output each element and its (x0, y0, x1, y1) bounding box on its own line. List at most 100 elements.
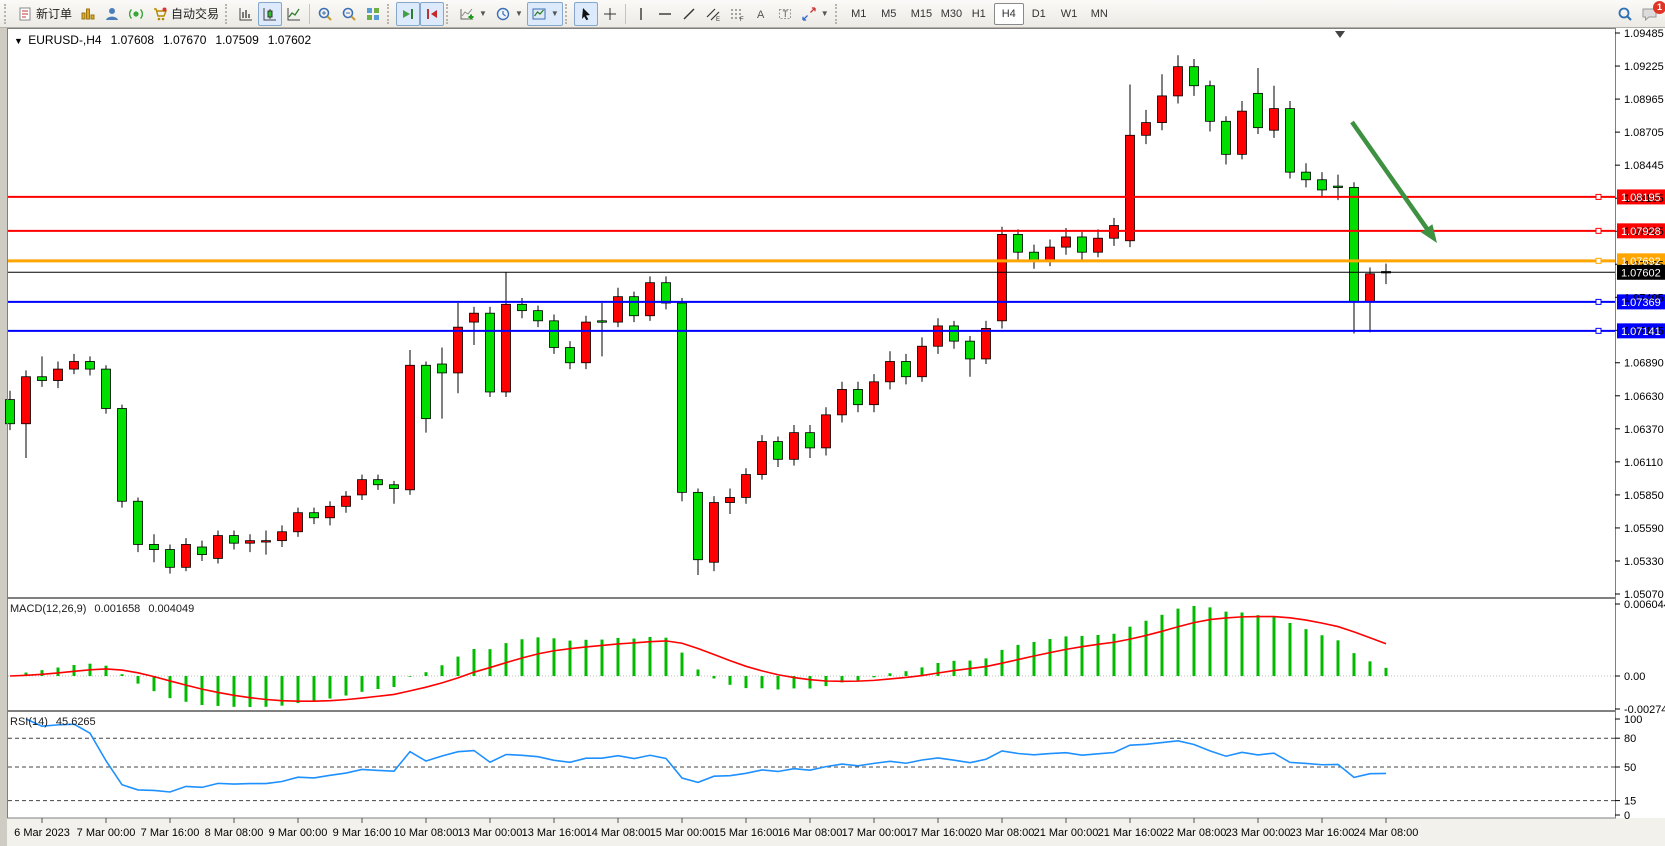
timeframe-m30[interactable]: M30 (934, 3, 964, 25)
svg-text:1.06890: 1.06890 (1624, 358, 1664, 370)
horizontal-line-button[interactable] (653, 2, 677, 26)
svg-text:1.05590: 1.05590 (1624, 523, 1664, 535)
signals-button[interactable] (124, 2, 148, 26)
timeframe-m15[interactable]: M15 (904, 3, 934, 25)
svg-text:24 Mar 08:00: 24 Mar 08:00 (1354, 827, 1419, 839)
chart-shift-button[interactable] (420, 1, 445, 26)
notifications-button[interactable]: 1 (1637, 0, 1665, 26)
down-arrow-annotation (1350, 120, 1431, 233)
chart-canvas[interactable]: 1.09485 1.09225 1.08965 1.08705 1.08445 1.081… (0, 28, 1665, 846)
timeframe-mn[interactable]: MN (1084, 3, 1114, 25)
zoom-out-button[interactable] (337, 2, 361, 26)
svg-text:0.00: 0.00 (1624, 671, 1645, 683)
toolbar-grip[interactable] (446, 3, 451, 24)
ohlc-close: 1.07602 (267, 33, 312, 47)
add-indicator-button[interactable]: ▼ (455, 2, 491, 26)
profile-button[interactable] (100, 2, 124, 26)
rsi-line (25, 718, 1387, 793)
bar-chart-button[interactable] (234, 2, 258, 26)
svg-text:14 Mar 08:00: 14 Mar 08:00 (586, 827, 651, 839)
template-icon (531, 6, 547, 22)
charts-icon (80, 6, 96, 22)
svg-text:7 Mar 00:00: 7 Mar 00:00 (77, 827, 136, 839)
line-chart-button[interactable] (282, 2, 306, 26)
svg-text:1.07405: 1.07405 (1624, 292, 1664, 304)
toolbar-grip[interactable] (834, 3, 840, 24)
toolbar-grip[interactable] (564, 3, 570, 24)
chart-shift-marker (1335, 31, 1345, 38)
fibonacci-icon: F (729, 6, 745, 22)
svg-text:T: T (782, 9, 788, 19)
zoom-in-button[interactable] (313, 2, 337, 26)
macd-histogram (24, 606, 1388, 707)
svg-text:1.07602: 1.07602 (1621, 267, 1661, 279)
svg-text:13 Mar 16:00: 13 Mar 16:00 (522, 827, 587, 839)
text-label-button[interactable]: T (773, 2, 797, 26)
svg-text:F: F (740, 17, 744, 22)
svg-text:8 Mar 08:00: 8 Mar 08:00 (205, 827, 264, 839)
svg-text:0.006044: 0.006044 (1624, 599, 1665, 611)
svg-text:E: E (716, 17, 720, 22)
autotrading-button[interactable]: 自动交易 (148, 2, 223, 26)
search-icon (1617, 6, 1633, 22)
hline-handle (1595, 227, 1602, 234)
toolbar: 新订单 自动交易 (0, 0, 1665, 28)
toolbar-grip[interactable] (4, 3, 9, 24)
ohlc-low: 1.07509 (215, 33, 259, 47)
cursor-button[interactable] (573, 1, 598, 26)
zoom-in-icon (317, 6, 333, 22)
candlestick-chart-icon (262, 6, 278, 22)
svg-text:15 Mar 00:00: 15 Mar 00:00 (650, 827, 715, 839)
templates-button[interactable]: ▼ (526, 1, 563, 26)
new-order-button[interactable]: 新订单 (13, 2, 76, 26)
timeframe-m5[interactable]: M5 (874, 3, 904, 25)
macd-label: MACD(12,26,9) 0.001658 0.004049 (10, 603, 194, 615)
svg-text:17 Mar 00:00: 17 Mar 00:00 (842, 827, 907, 839)
tile-windows-button[interactable] (361, 2, 385, 26)
svg-text:9 Mar 00:00: 9 Mar 00:00 (269, 827, 328, 839)
periods-button[interactable]: ▼ (491, 2, 527, 26)
clock-icon (495, 6, 511, 22)
trendline-button[interactable] (677, 2, 701, 26)
svg-text:21 Mar 16:00: 21 Mar 16:00 (1098, 827, 1163, 839)
toolbar-grip[interactable] (225, 3, 230, 24)
auto-scroll-button[interactable] (396, 1, 421, 26)
hline-handle (1595, 193, 1602, 200)
arrows-button[interactable]: ▼ (797, 2, 833, 26)
candlestick-chart-button[interactable] (258, 1, 283, 26)
toolbar-grip[interactable] (387, 3, 392, 24)
market-watch-button[interactable] (76, 2, 100, 26)
svg-text:15: 15 (1624, 796, 1636, 808)
toolbar-separator (624, 3, 626, 24)
timeframe-w1[interactable]: W1 (1054, 3, 1084, 25)
crosshair-button[interactable] (598, 2, 622, 26)
toolbar-separator (309, 3, 311, 24)
chevron-down-icon: ▼ (820, 9, 829, 18)
vertical-line-button[interactable] (629, 2, 653, 26)
down-arrow-head (1420, 224, 1437, 243)
macd-value-1: 0.001658 (94, 603, 141, 615)
svg-text:23 Mar 00:00: 23 Mar 00:00 (1226, 827, 1291, 839)
hline-handle (1595, 257, 1602, 264)
timeframe-d1[interactable]: D1 (1024, 3, 1054, 25)
svg-text:1.08705: 1.08705 (1624, 127, 1664, 139)
timeframe-h4[interactable]: H4 (993, 2, 1024, 25)
tile-windows-icon (365, 6, 381, 22)
svg-text:15 Mar 16:00: 15 Mar 16:00 (714, 827, 779, 839)
timeframe-h1[interactable]: H1 (964, 3, 994, 25)
timeframe-m1[interactable]: M1 (844, 3, 874, 25)
new-order-icon (17, 6, 33, 22)
equidistant-channel-button[interactable]: E (701, 2, 725, 26)
svg-text:0: 0 (1624, 810, 1630, 822)
search-button[interactable] (1613, 2, 1637, 26)
svg-text:6 Mar 2023: 6 Mar 2023 (14, 827, 70, 839)
fibonacci-button[interactable]: F (725, 2, 749, 26)
chevron-down-icon: ▼ (550, 9, 559, 18)
text-button[interactable]: A (749, 2, 773, 26)
chevron-down-icon[interactable]: ▼ (14, 36, 23, 46)
svg-text:1.07692: 1.07692 (1621, 256, 1661, 268)
chart-area[interactable]: 1.09485 1.09225 1.08965 1.08705 1.08445 1.081… (0, 28, 1665, 846)
svg-text:1.07145: 1.07145 (1624, 325, 1664, 337)
text-icon: A (753, 6, 769, 22)
